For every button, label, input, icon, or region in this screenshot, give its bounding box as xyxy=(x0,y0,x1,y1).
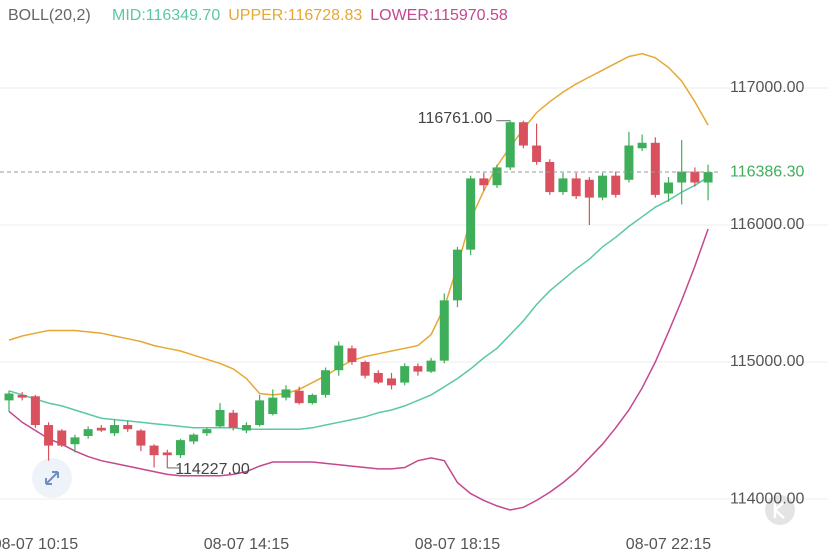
x-tick-label: 08-07 14:15 xyxy=(204,536,290,553)
candle-body xyxy=(492,167,502,186)
candle-body xyxy=(136,430,146,446)
candle-body xyxy=(466,178,476,250)
y-tick-label: 117000.00 xyxy=(730,79,805,96)
candle-body xyxy=(334,345,344,371)
candle-body xyxy=(571,178,581,197)
candle-body xyxy=(202,429,212,434)
candle-body xyxy=(703,172,713,183)
y-tick-label: 116000.00 xyxy=(730,216,805,233)
candle-body xyxy=(4,393,14,401)
candle-body xyxy=(360,362,370,376)
candle-body xyxy=(387,378,397,386)
candle-body xyxy=(162,452,172,456)
candle-body xyxy=(373,372,383,383)
candle-body xyxy=(558,178,568,193)
candle-body xyxy=(664,182,673,194)
candle-body xyxy=(255,400,265,426)
candle-body xyxy=(57,430,67,446)
y-tick-label: 115000.00 xyxy=(730,353,805,370)
candle-body xyxy=(624,145,634,180)
candle-body xyxy=(30,396,40,426)
indicator-label: BOLL(20,2) xyxy=(8,7,91,24)
candle-body xyxy=(505,122,515,168)
candle-body xyxy=(479,178,489,186)
candle-body xyxy=(637,142,647,149)
y-tick-label: 114000.00 xyxy=(730,490,805,507)
annotation: 116761.00 xyxy=(418,110,493,127)
candle-body xyxy=(307,394,317,404)
background xyxy=(0,87,828,500)
candle-body xyxy=(545,161,555,193)
candle-body xyxy=(584,179,594,198)
band-line xyxy=(8,228,709,511)
candle-body xyxy=(83,429,93,437)
candle-body xyxy=(400,366,410,383)
band-line xyxy=(8,52,709,396)
candle-body xyxy=(96,427,106,431)
candle-body xyxy=(532,145,542,162)
candle-body xyxy=(347,348,357,363)
candle-body xyxy=(452,249,462,301)
candle-body xyxy=(149,445,159,456)
candle-body xyxy=(228,412,238,428)
band-line xyxy=(8,176,709,430)
legend: MID:116349.70 UPPER:116728.83 LOWER:115970… xyxy=(112,7,508,24)
candle-body xyxy=(70,437,80,445)
candle-body xyxy=(611,175,621,195)
candle-body xyxy=(650,142,660,195)
legend-entry: LOWER:115970.58 xyxy=(370,7,508,24)
x-tick-label: 08-07 18:15 xyxy=(415,536,501,553)
candle-body xyxy=(690,171,700,183)
candle-body xyxy=(175,440,185,456)
legend-entry: MID:116349.70 xyxy=(112,7,220,24)
candle-body xyxy=(426,360,436,372)
x-tick-label: 08-07 22:15 xyxy=(626,536,712,553)
candle-body xyxy=(110,425,120,434)
candle-body xyxy=(413,366,423,372)
candle-body xyxy=(241,425,251,431)
candle-body xyxy=(268,397,278,415)
candle-body xyxy=(281,389,291,398)
candle-body xyxy=(294,390,304,404)
candle-body xyxy=(598,175,608,198)
candle-body xyxy=(518,122,528,146)
candle-body xyxy=(189,434,199,442)
logo xyxy=(765,495,795,525)
expand-button[interactable] xyxy=(32,458,72,498)
last-price-label: 116386.30 xyxy=(730,163,805,180)
candle-body xyxy=(321,370,331,395)
legend-entry: UPPER:116728.83 xyxy=(228,7,362,24)
candle-body xyxy=(44,425,54,446)
candle-body xyxy=(677,171,687,183)
annotation: 114227.00 xyxy=(175,461,250,478)
x-tick-label: 08-07 10:15 xyxy=(0,536,78,553)
candle-body xyxy=(123,425,133,430)
candle-body xyxy=(17,394,27,398)
candle-body xyxy=(439,300,449,361)
candle-body xyxy=(215,409,225,427)
